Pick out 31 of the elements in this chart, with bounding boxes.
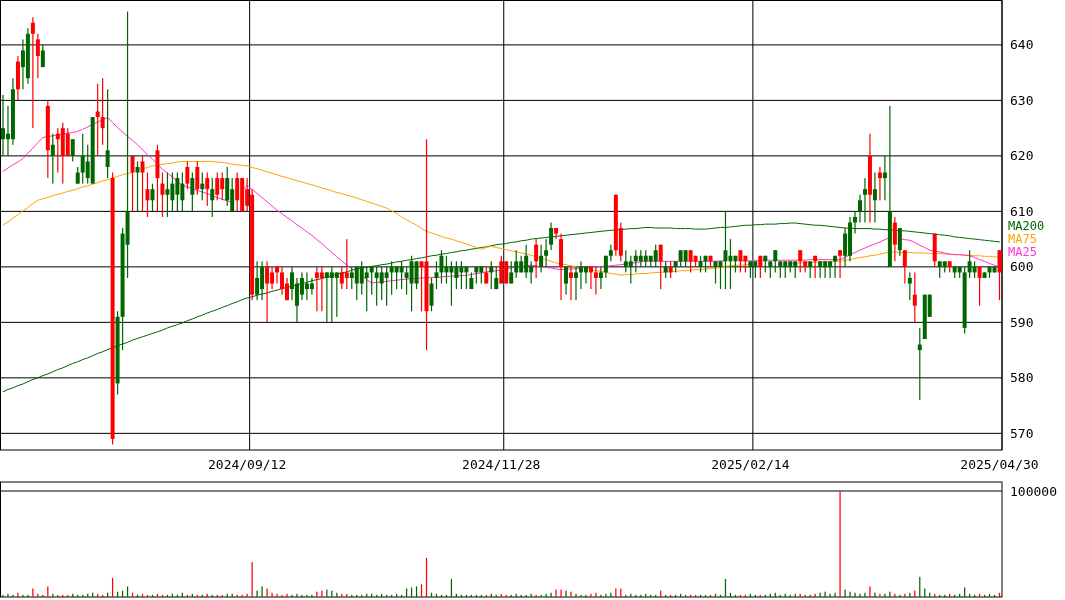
- y-tick-label: 570: [1010, 425, 1034, 441]
- series-label: MA25: [1008, 245, 1037, 260]
- candlestick: [559, 233, 564, 301]
- x-tick-label: 2025/02/14: [711, 457, 790, 472]
- y-tick-label: 640: [1010, 37, 1034, 53]
- candlestick: [833, 255, 838, 278]
- candlestick: [574, 266, 578, 301]
- candlestick: [838, 250, 843, 278]
- candlestick: [588, 266, 593, 290]
- candlestick: [265, 261, 270, 323]
- y-tick-label: 580: [1010, 370, 1034, 386]
- y-tick-label: 630: [1010, 92, 1034, 108]
- candlestick: [544, 239, 549, 267]
- candlestick: [858, 194, 862, 223]
- series-label: MA200: [1008, 219, 1045, 234]
- x-tick-label: 2024/09/12: [208, 457, 287, 472]
- candlestick: [309, 277, 314, 295]
- x-tick-label: 2024/11/28: [462, 457, 541, 472]
- candlestick: [598, 266, 603, 290]
- candlestick: [882, 155, 887, 201]
- series-label: MA75: [1008, 232, 1037, 247]
- candlestick: [583, 266, 588, 284]
- candlestick: [275, 266, 280, 284]
- y-tick-label: 620: [1010, 148, 1034, 164]
- text: 100000: [1010, 483, 1057, 499]
- y-tick-label: 610: [1010, 203, 1034, 219]
- x-tick-label: 2025/04/30: [960, 457, 1039, 472]
- y-tick-label: 590: [1010, 314, 1034, 330]
- y-tick-label: 600: [1010, 259, 1034, 275]
- candlestick: [593, 266, 598, 295]
- candlestick: [569, 266, 573, 301]
